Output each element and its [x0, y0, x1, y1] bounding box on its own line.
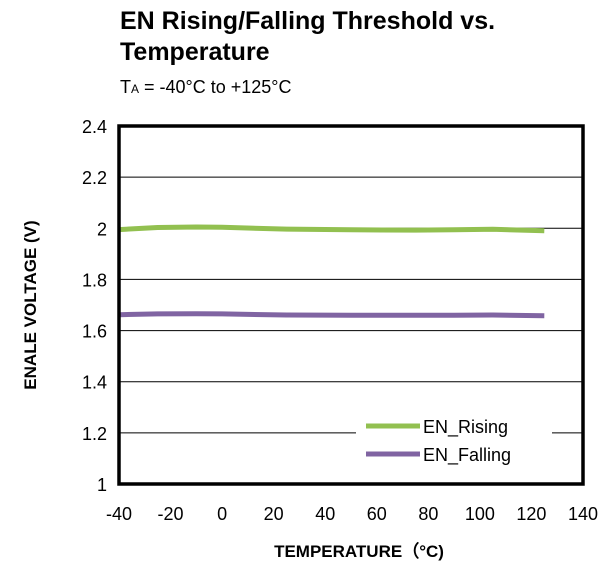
y-tick-label: 1 [97, 475, 107, 495]
series-lines [118, 224, 545, 319]
plot-frame [117, 124, 585, 486]
x-tick-label: -40 [106, 504, 132, 524]
subtitle-text: = -40°C to +125°C [139, 77, 292, 97]
x-tick-label: 40 [315, 504, 335, 524]
y-tick-label: 2.4 [82, 117, 107, 137]
x-tick-label: 100 [465, 504, 495, 524]
x-tick-label: 20 [264, 504, 284, 524]
chart-subtitle: TA = -40°C to +125°C [120, 76, 292, 100]
x-axis-title: TEMPERATURE（°C) [274, 541, 444, 561]
x-tick-label: 0 [217, 504, 227, 524]
x-tick-labels: -40 -20 0 20 40 60 80 100 120 140 [106, 504, 598, 524]
legend-background [356, 410, 552, 466]
legend: EN_Rising EN_Falling [356, 410, 552, 466]
x-tick-label: 80 [418, 504, 438, 524]
x-tick-label: -20 [158, 504, 184, 524]
y-tick-label: 1.4 [82, 373, 107, 393]
x-tick-label: 140 [568, 504, 598, 524]
legend-label: EN_Rising [423, 417, 508, 438]
y-tick-label: 2 [97, 219, 107, 239]
subtitle-t: T [120, 77, 131, 97]
subtitle-subscript: A [131, 82, 140, 96]
chart-title: EN Rising/Falling Threshold vs. Temperat… [120, 7, 496, 66]
y-tick-label: 2.2 [82, 168, 107, 188]
y-tick-label: 1.2 [82, 424, 107, 444]
series-line-en-falling [118, 311, 545, 319]
y-tick-label: 1.6 [82, 322, 107, 342]
x-tick-label: 120 [516, 504, 546, 524]
y-tick-label: 1.8 [82, 270, 107, 290]
y-tick-labels: 1 1.2 1.4 1.6 1.8 2 2.2 2.4 [82, 117, 107, 495]
y-axis-title: ENALE VOLTAGE (V) [21, 220, 40, 389]
legend-label: EN_Falling [423, 445, 511, 466]
series-line-en-rising [118, 224, 545, 234]
x-tick-label: 60 [367, 504, 387, 524]
grid-lines [119, 176, 583, 434]
